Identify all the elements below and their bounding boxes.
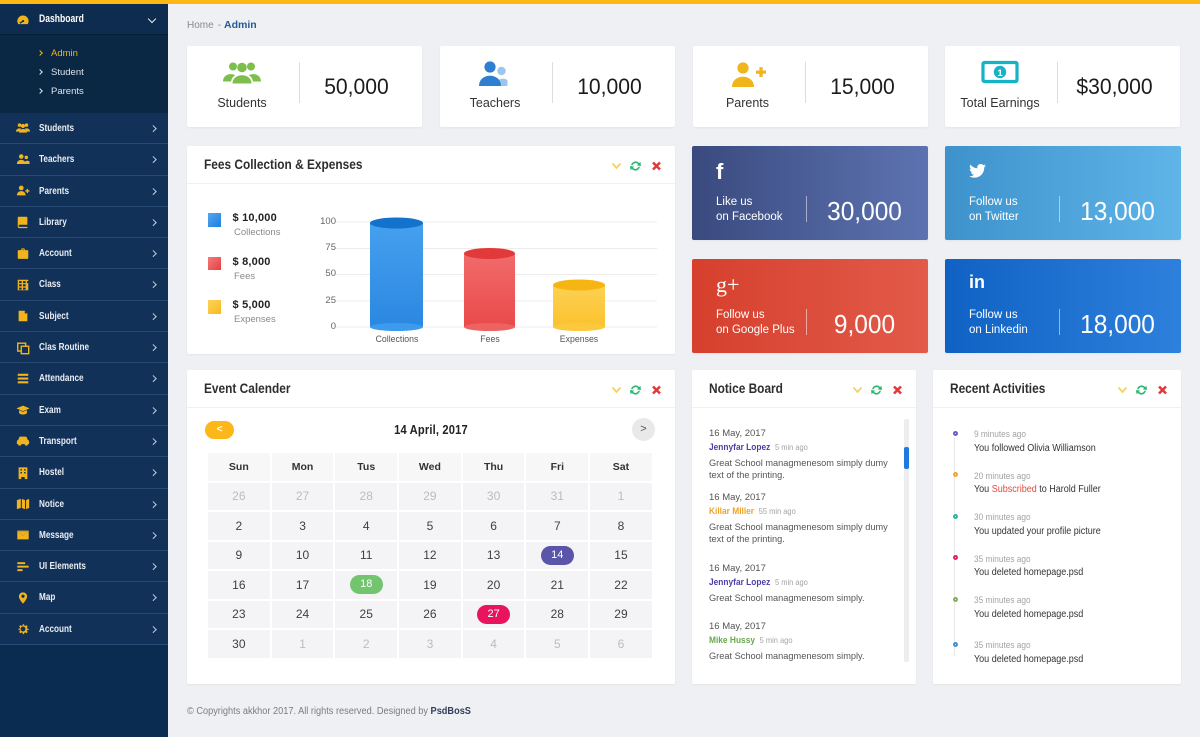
svg-text:1: 1 (997, 68, 1003, 79)
